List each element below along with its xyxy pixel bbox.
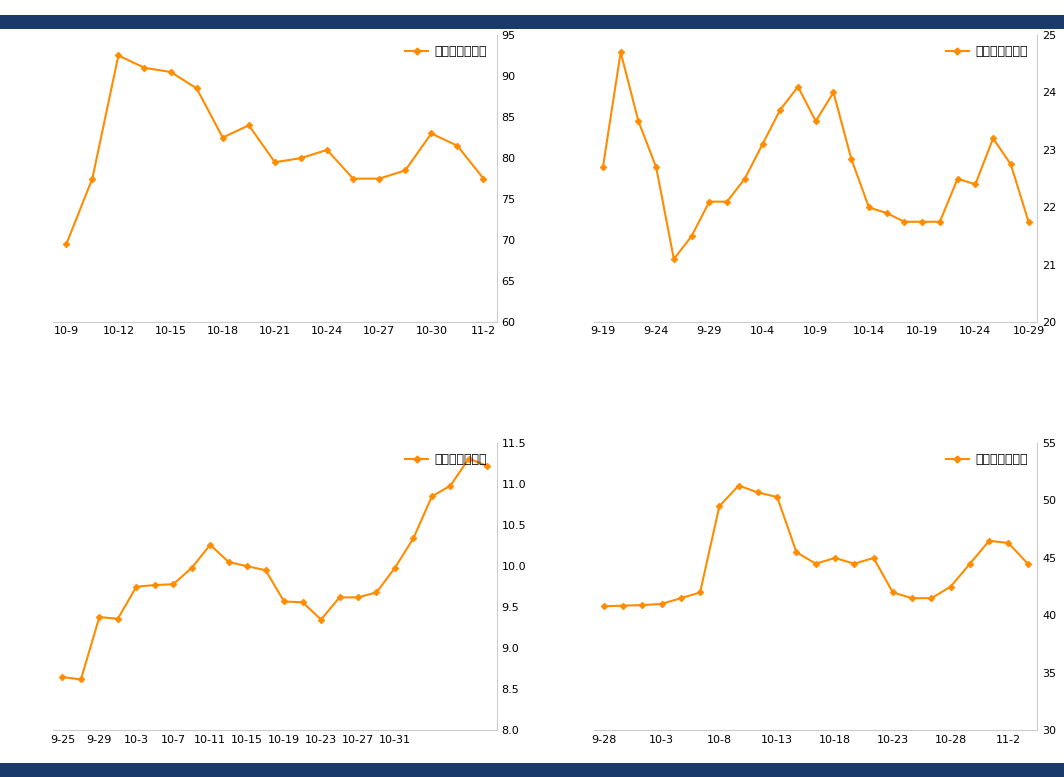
Legend: 中国神华收盘价: 中国神华收盘价 [401, 41, 491, 61]
Legend: 建设銀行收盘价: 建设銀行收盘价 [401, 449, 491, 470]
Legend: 北京銀行收盘价: 北京銀行收盘价 [943, 41, 1031, 61]
Legend: 中海油服收盘价: 中海油服收盘价 [943, 449, 1031, 470]
